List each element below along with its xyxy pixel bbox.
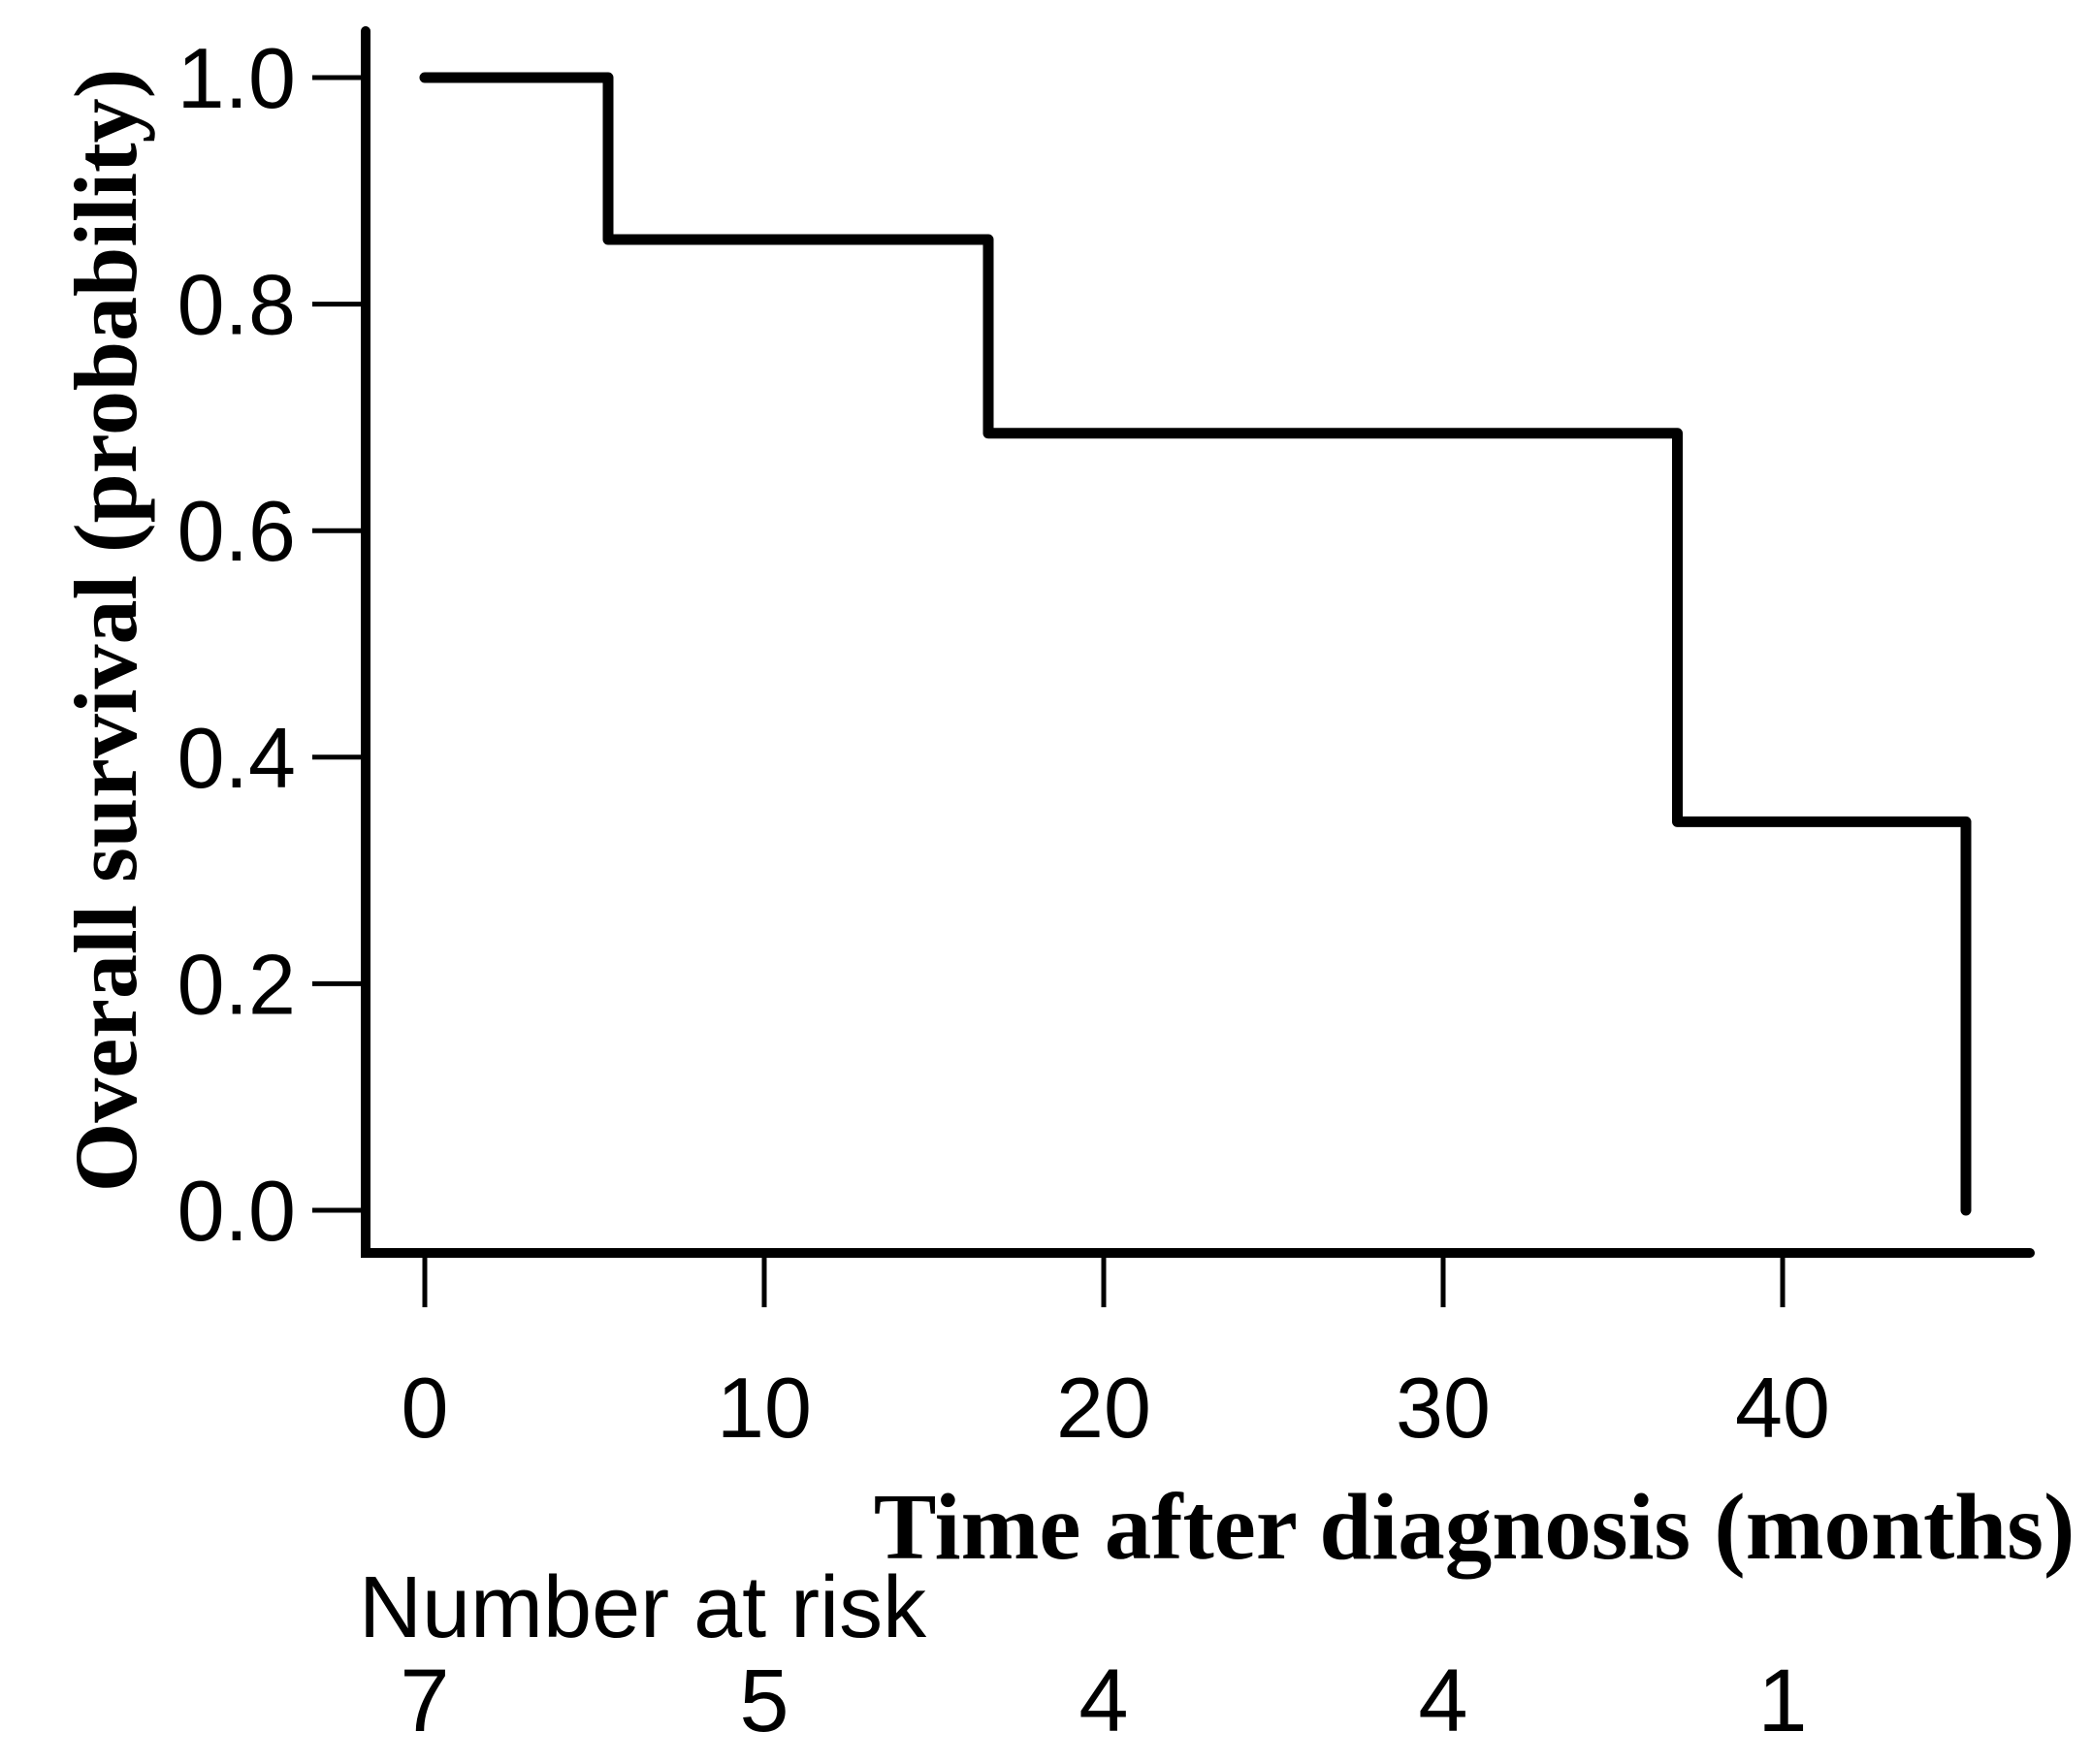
y-tick-label: 0.6 [177,483,296,579]
y-axis-tick-labels: 1.0 0.8 0.6 0.4 0.2 0.0 [177,30,296,1259]
survival-step-curve [419,72,1972,1216]
x-axis-tick-labels: 0 10 20 30 40 [402,1360,1830,1456]
risk-count: 5 [739,1652,789,1750]
y-tick-label: 0.0 [177,1163,296,1259]
x-axis-ticks [422,1253,1786,1307]
axis-lines [361,26,2035,1258]
x-axis-title: Time after diagnosis (months) [874,1475,2076,1579]
y-tick-label: 1.0 [177,30,296,126]
risk-count: 4 [1078,1652,1128,1750]
y-axis-ticks [312,75,366,1213]
x-tick-label: 20 [1056,1360,1151,1456]
x-tick-label: 0 [402,1360,449,1456]
risk-count: 1 [1757,1652,1807,1750]
y-axis-title: Overall survival (probability) [56,69,155,1193]
x-tick-label: 40 [1735,1360,1830,1456]
y-tick-label: 0.4 [177,710,296,806]
number-at-risk-row: 7 5 4 4 1 [400,1652,1807,1750]
y-tick-label: 0.8 [177,257,296,353]
risk-count: 7 [400,1652,449,1750]
number-at-risk-label: Number at risk [359,1559,927,1656]
x-tick-label: 10 [717,1360,812,1456]
risk-count: 4 [1418,1652,1467,1750]
x-tick-label: 30 [1396,1360,1491,1456]
y-tick-label: 0.2 [177,936,296,1032]
